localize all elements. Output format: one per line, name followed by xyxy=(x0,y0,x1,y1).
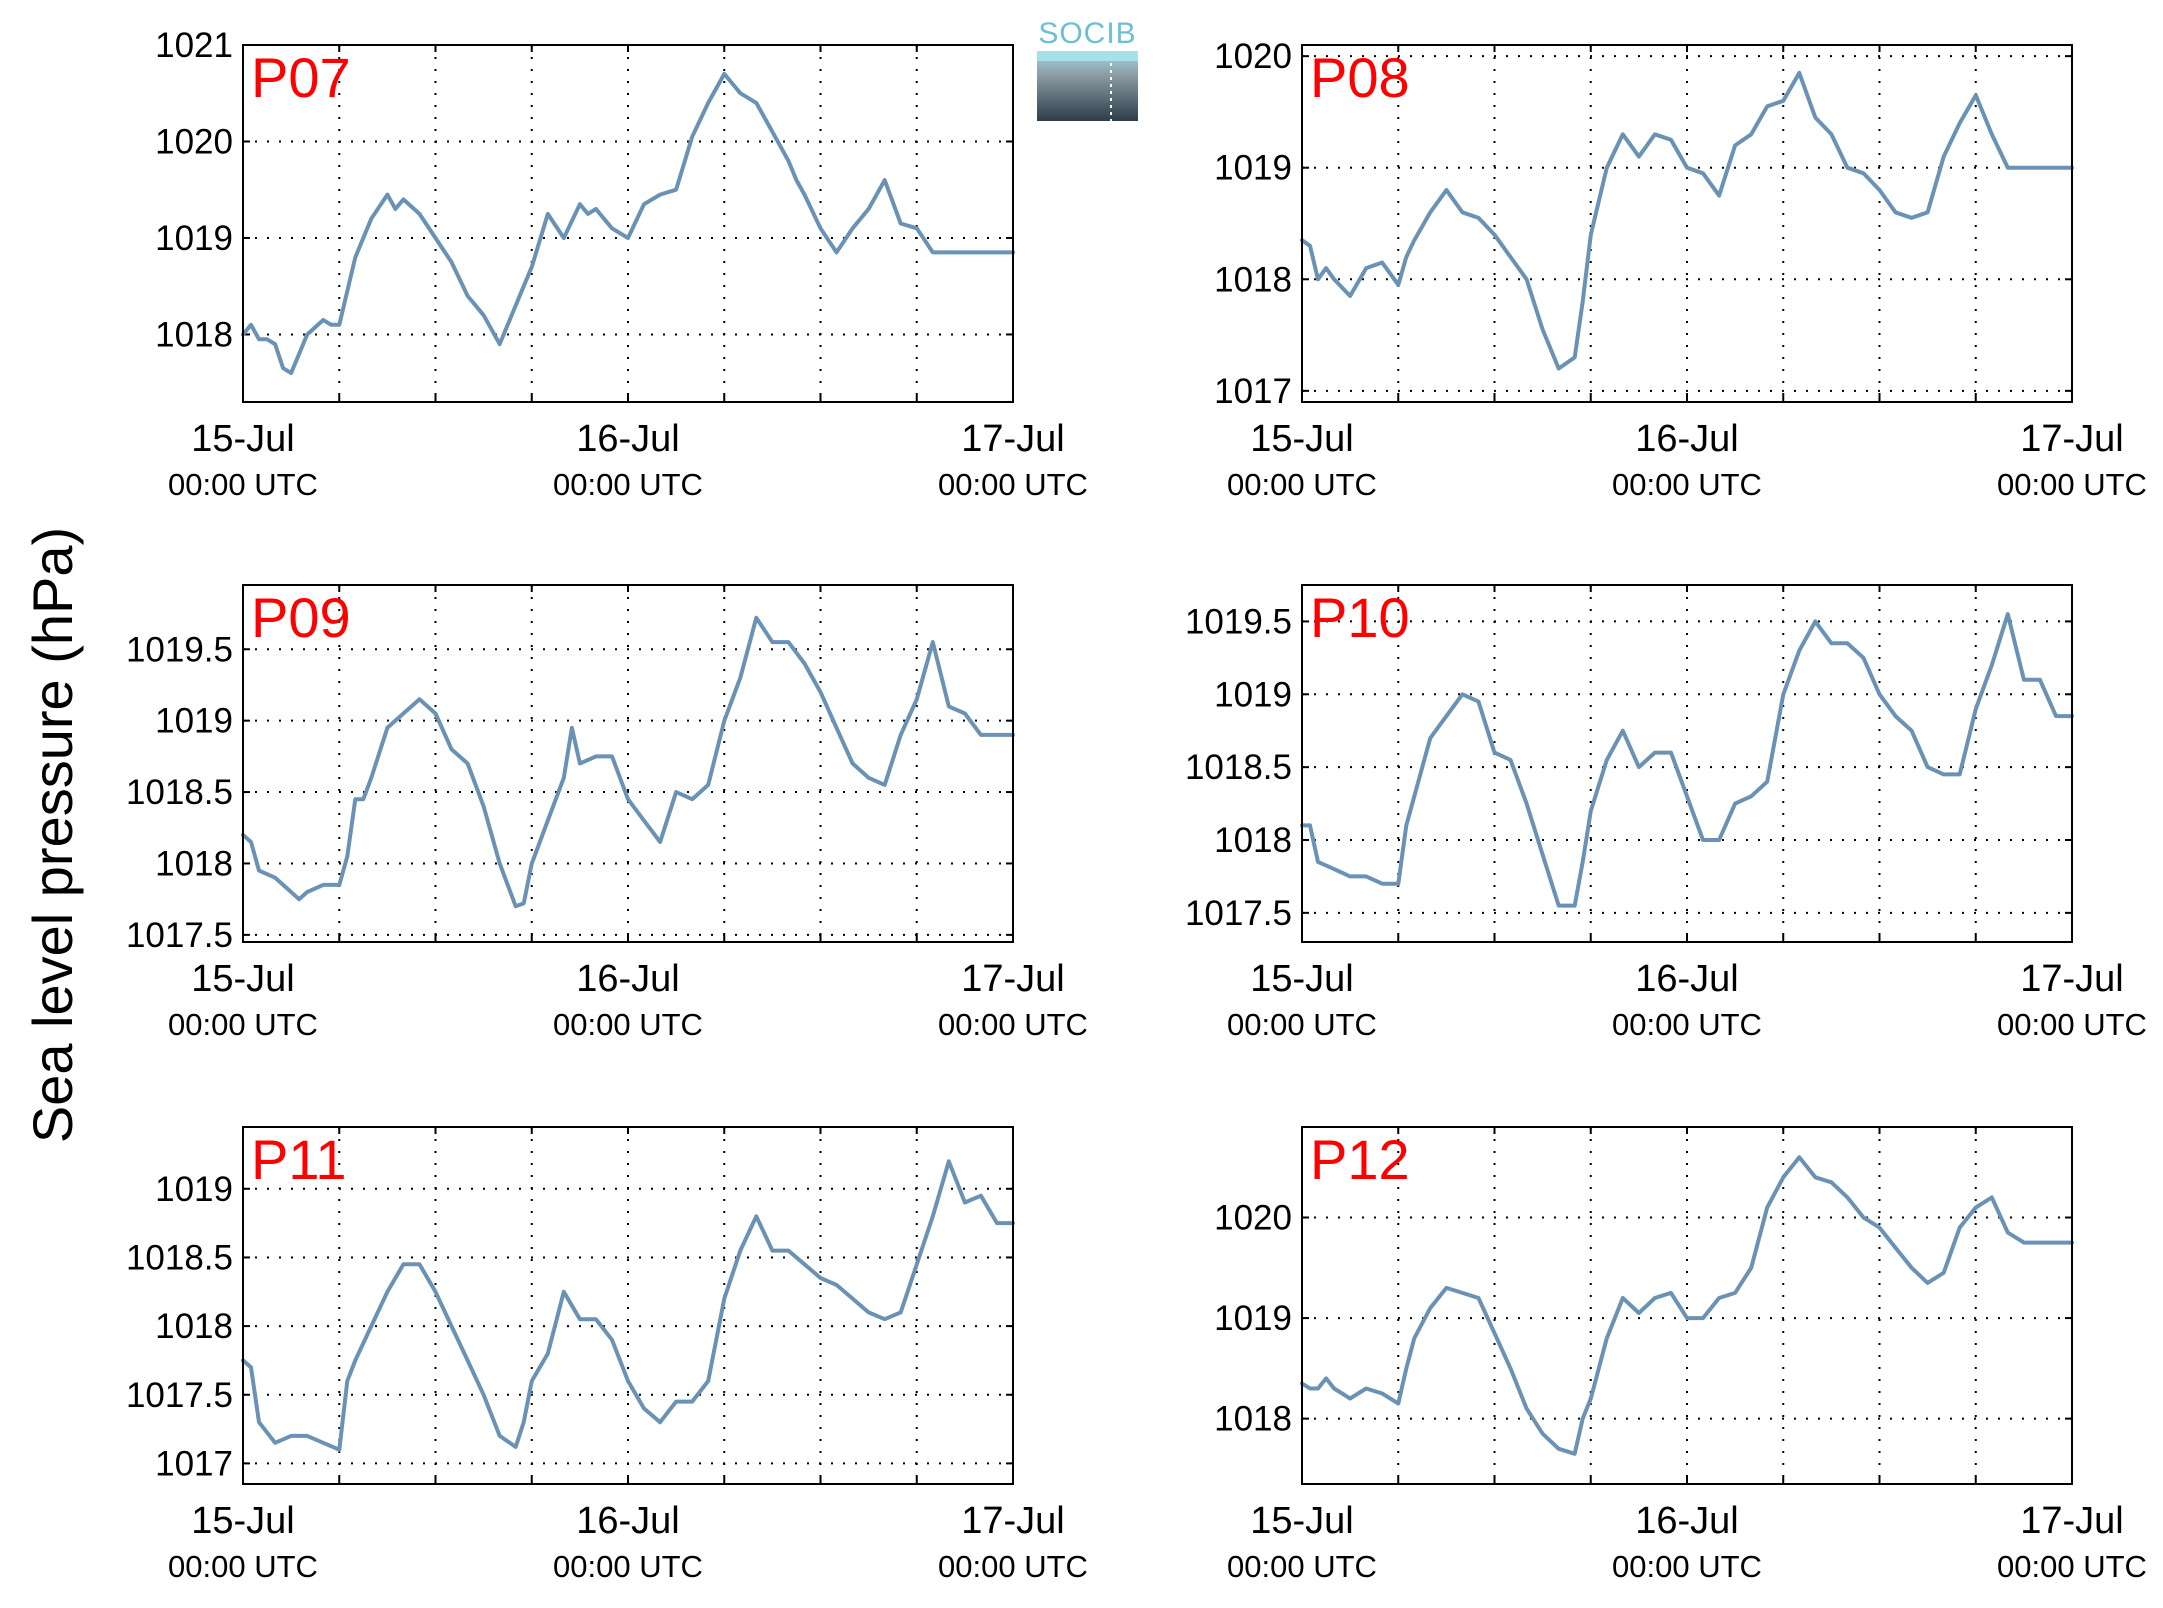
x-tick-label-date: 15-Jul xyxy=(191,1500,295,1542)
x-tick-label-time: 00:00 UTC xyxy=(168,1007,318,1042)
x-tick-label-date: 16-Jul xyxy=(576,958,680,1000)
chart-panels: 1018 1019 1020 1021 P07 15-Jul 00:00 UTC 16-Jul… xyxy=(126,26,2147,1584)
x-tick-label-time: 00:00 UTC xyxy=(553,467,703,502)
x-tick-label-date: 15-Jul xyxy=(1250,418,1354,460)
plot-frame xyxy=(242,44,1014,403)
y-tick-label: 1020 xyxy=(1214,1199,1292,1238)
pressure-series-line xyxy=(1300,70,2074,371)
y-tick-label: 1019 xyxy=(1214,149,1292,188)
y-tick-label: 1020 xyxy=(155,122,233,161)
station-label: P12 xyxy=(1310,1128,1410,1191)
pressure-series-line xyxy=(241,615,1015,909)
y-tick-label: 1018 xyxy=(155,844,233,883)
y-tick-label: 1019 xyxy=(155,1170,233,1209)
panel-p09: 1017.5 1018 1018.5 1019 1019.5 P09 15-Jul 00:00… xyxy=(126,584,1088,1042)
socib-logo: SOCIB xyxy=(1037,17,1138,121)
y-tick-label: 1017.5 xyxy=(126,1376,233,1415)
panel-p11: 1017 1017.5 1018 1018.5 1019 P11 15-Jul 00:00 U… xyxy=(126,1126,1088,1584)
y-tick-label: 1017.5 xyxy=(126,916,233,955)
x-tick-label-time: 00:00 UTC xyxy=(1612,1007,1762,1042)
plot-frame xyxy=(242,1126,1014,1485)
x-tick-label-date: 16-Jul xyxy=(576,1500,680,1542)
y-tick-label: 1017 xyxy=(1214,372,1292,411)
panel-p12: 1018 1019 1020 P12 15-Jul 00:00 UTC 16-Jul 00:0… xyxy=(1214,1126,2147,1584)
pressure-series-line xyxy=(1300,1155,2074,1456)
y-tick-label: 1018.5 xyxy=(1185,748,1292,787)
x-tick-label-time: 00:00 UTC xyxy=(553,1549,703,1584)
x-tick-label-date: 17-Jul xyxy=(2020,418,2124,460)
station-label: P09 xyxy=(251,586,351,649)
x-tick-label-time: 00:00 UTC xyxy=(938,1007,1088,1042)
x-tick-label-date: 17-Jul xyxy=(961,958,1065,1000)
x-tick-label-time: 00:00 UTC xyxy=(168,1549,318,1584)
y-tick-label: 1019.5 xyxy=(1185,602,1292,641)
y-tick-label: 1017 xyxy=(155,1444,233,1483)
x-tick-label-date: 16-Jul xyxy=(1635,418,1739,460)
x-tick-label-time: 00:00 UTC xyxy=(1997,1007,2147,1042)
station-label: P08 xyxy=(1310,46,1410,109)
y-tick-label: 1019 xyxy=(1214,675,1292,714)
y-tick-label: 1018.5 xyxy=(126,773,233,812)
station-label: P07 xyxy=(251,46,351,109)
x-tick-label-date: 16-Jul xyxy=(576,418,680,460)
x-tick-label-date: 17-Jul xyxy=(2020,958,2124,1000)
x-tick-label-time: 00:00 UTC xyxy=(1612,1549,1762,1584)
x-tick-label-date: 16-Jul xyxy=(1635,958,1739,1000)
x-tick-label-time: 00:00 UTC xyxy=(938,467,1088,502)
x-tick-label-date: 17-Jul xyxy=(961,1500,1065,1542)
x-tick-label-date: 15-Jul xyxy=(1250,1500,1354,1542)
plot-frame xyxy=(242,584,1014,943)
x-tick-label-date: 17-Jul xyxy=(961,418,1065,460)
x-tick-label-date: 15-Jul xyxy=(1250,958,1354,1000)
x-tick-label-date: 15-Jul xyxy=(191,958,295,1000)
y-tick-label: 1018.5 xyxy=(126,1238,233,1277)
x-tick-label-date: 17-Jul xyxy=(2020,1500,2124,1542)
y-tick-label: 1018 xyxy=(1214,1400,1292,1439)
pressure-series-line xyxy=(241,1159,1015,1452)
y-tick-label: 1019 xyxy=(155,219,233,258)
y-tick-label: 1019 xyxy=(155,702,233,741)
x-tick-label-time: 00:00 UTC xyxy=(1227,1549,1377,1584)
x-tick-label-time: 00:00 UTC xyxy=(938,1549,1088,1584)
socib-logo-text: SOCIB xyxy=(1038,17,1137,50)
y-tick-label: 1019.5 xyxy=(126,630,233,669)
y-tick-label: 1021 xyxy=(155,26,233,65)
y-tick-label: 1020 xyxy=(1214,37,1292,76)
y-tick-label: 1018 xyxy=(1214,821,1292,860)
x-tick-label-time: 00:00 UTC xyxy=(1612,467,1762,502)
panel-p07: 1018 1019 1020 1021 P07 15-Jul 00:00 UTC 16-Jul… xyxy=(155,26,1088,502)
pressure-series-line xyxy=(1300,612,2074,908)
x-tick-label-time: 00:00 UTC xyxy=(1227,1007,1377,1042)
panel-p10: 1017.5 1018 1018.5 1019 1019.5 P10 15-Jul 00:00… xyxy=(1185,584,2147,1042)
station-label: P11 xyxy=(251,1128,346,1191)
station-label: P10 xyxy=(1310,586,1410,649)
y-tick-label: 1017.5 xyxy=(1185,894,1292,933)
x-tick-label-time: 00:00 UTC xyxy=(1227,467,1377,502)
pressure-series-line xyxy=(241,71,1015,376)
x-tick-label-time: 00:00 UTC xyxy=(1997,1549,2147,1584)
y-tick-label: 1018 xyxy=(155,1307,233,1346)
panel-p08: 1017 1018 1019 1020 P08 15-Jul 00:00 UTC 16-Jul… xyxy=(1214,37,2147,502)
x-tick-label-time: 00:00 UTC xyxy=(553,1007,703,1042)
x-tick-label-date: 16-Jul xyxy=(1635,1500,1739,1542)
y-tick-label: 1018 xyxy=(155,315,233,354)
plot-frame xyxy=(1301,44,2073,403)
y-tick-label: 1019 xyxy=(1214,1299,1292,1338)
x-tick-label-time: 00:00 UTC xyxy=(1997,467,2147,502)
plot-frame xyxy=(1301,1126,2073,1485)
y-tick-label: 1018 xyxy=(1214,260,1292,299)
x-tick-label-date: 15-Jul xyxy=(191,418,295,460)
socib-logo-icon xyxy=(1037,51,1138,121)
plot-frame xyxy=(1301,584,2073,943)
x-tick-label-time: 00:00 UTC xyxy=(168,467,318,502)
y-axis-label: Sea level pressure (hPa) xyxy=(21,527,84,1143)
